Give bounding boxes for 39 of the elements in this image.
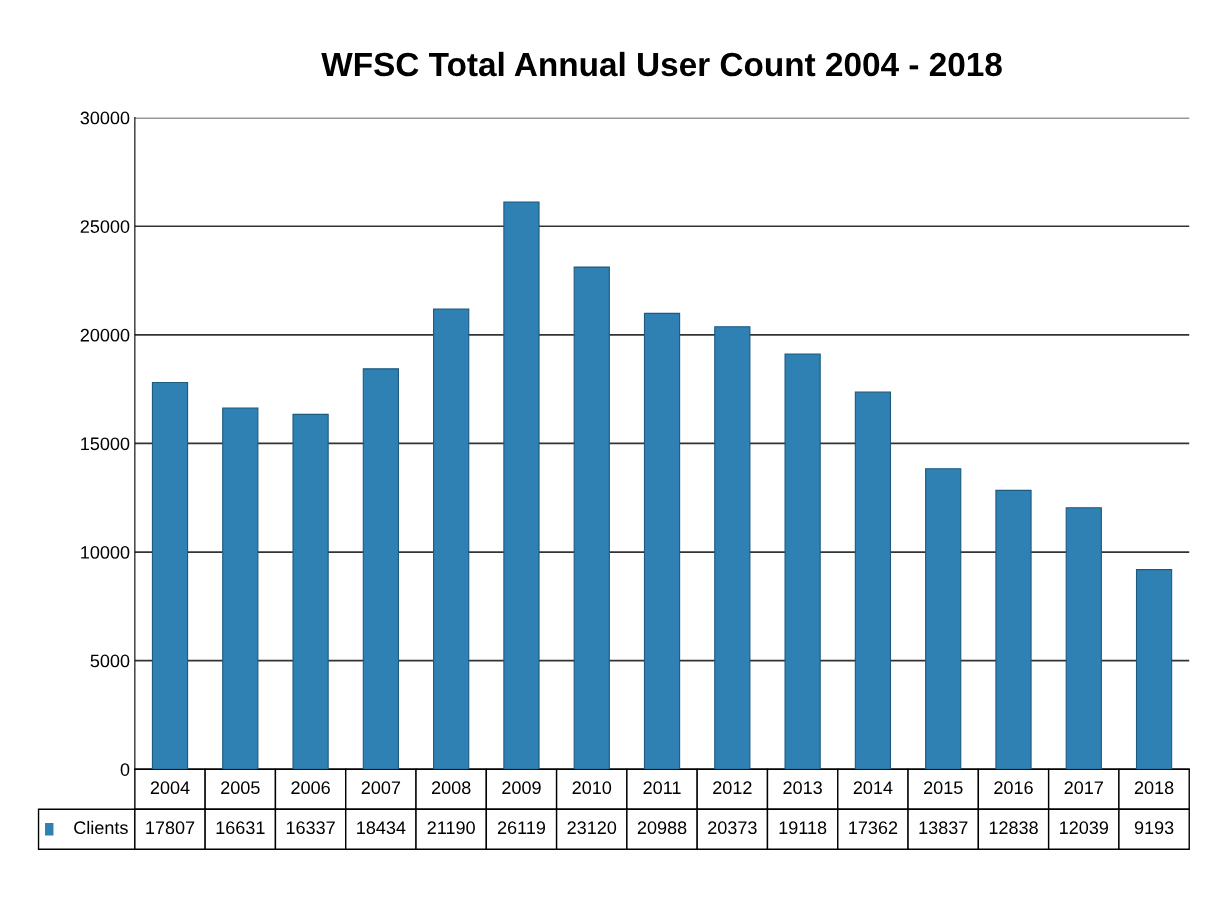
data-label: 9193 [1134,821,1174,835]
data-label: 21190 [427,821,475,835]
x-tick-label: 2007 [361,781,401,795]
y-tick-label: 5000 [90,654,130,668]
x-tick-label: 2017 [1064,781,1103,795]
x-tick-label: 2018 [1134,781,1174,795]
x-tick-label: 2016 [994,781,1033,795]
y-tick-label: 25000 [80,220,130,233]
x-tick-label: 2014 [853,781,893,795]
x-tick-label: 2011 [643,781,681,795]
data-label: 16337 [286,821,335,835]
data-label: 17362 [849,821,898,835]
y-tick-label: 0 [120,763,130,776]
x-tick-label: 2015 [924,781,963,795]
data-label: 17807 [146,821,195,835]
x-tick-label: 2005 [221,781,260,795]
data-label: 12039 [1060,821,1109,835]
x-tick-label: 2009 [502,781,541,795]
y-tick-label: 15000 [81,437,130,451]
data-label: 18434 [357,821,406,835]
data-label: 20373 [708,821,757,835]
legend-label: Clients [74,820,128,835]
chart-title: WFSC Total Annual User Count 2004 - 2018 [321,51,1002,77]
data-label: 19118 [779,821,827,835]
y-tick-label: 20000 [80,328,130,342]
y-tick-label: 10000 [81,545,130,559]
data-label: 26119 [497,821,546,835]
x-tick-label: 2006 [291,781,330,795]
data-label: 16631 [216,821,265,835]
x-tick-label: 2004 [150,781,190,795]
data-label: 12838 [989,821,1038,835]
x-tick-label: 2008 [432,781,471,795]
x-tick-label: 2013 [783,781,822,795]
x-tick-label: 2010 [572,781,612,795]
y-tick-label: 30000 [80,111,130,125]
data-label: 23120 [567,821,617,835]
data-label: 13837 [919,821,968,835]
data-label: 20988 [637,821,687,835]
x-tick-label: 2012 [713,781,752,795]
